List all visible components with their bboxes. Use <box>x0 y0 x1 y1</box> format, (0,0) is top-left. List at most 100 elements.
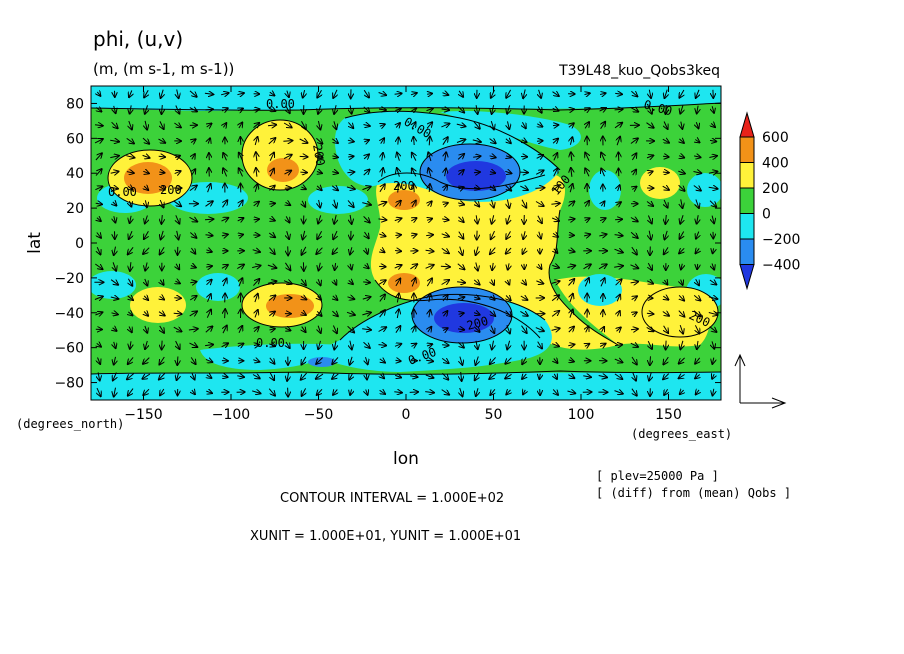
orange-high-2 <box>267 158 299 182</box>
wind-vector <box>443 311 447 316</box>
wind-vector <box>569 360 574 362</box>
wind-vector <box>538 215 542 223</box>
wind-vector <box>603 310 604 318</box>
wind-vector <box>522 280 526 285</box>
wind-vector <box>143 388 150 395</box>
wind-vector <box>318 296 322 300</box>
wind-vector <box>317 311 321 316</box>
wind-vector <box>458 203 464 205</box>
wind-vector <box>585 153 589 161</box>
wind-vector <box>460 246 463 256</box>
wind-vector <box>394 265 402 268</box>
wind-vector <box>552 218 559 221</box>
wind-vector <box>617 137 620 146</box>
wind-vector <box>506 231 510 239</box>
contour-label: 200 <box>310 143 328 167</box>
wind-vector <box>489 139 496 144</box>
wind-vector <box>98 357 101 365</box>
wind-vector <box>571 168 572 177</box>
wind-vector <box>286 341 290 348</box>
wind-vector <box>177 230 179 240</box>
y-tick-label: 80 <box>66 96 84 112</box>
wind-vector <box>128 186 133 189</box>
wind-vector <box>614 345 622 346</box>
wind-vector <box>128 388 134 396</box>
wind-vector <box>630 329 638 330</box>
y-tick-label: 40 <box>66 166 84 182</box>
wind-vector <box>223 326 227 334</box>
wind-vector <box>223 153 226 161</box>
wind-vector <box>254 327 259 332</box>
wind-vector <box>177 356 178 366</box>
wind-vector <box>347 172 354 173</box>
wind-vector <box>363 282 370 283</box>
wind-vector <box>189 186 197 192</box>
wind-vector <box>648 215 651 224</box>
wind-vector <box>95 263 102 269</box>
wind-vector <box>695 357 700 364</box>
wind-vector <box>491 230 495 239</box>
wind-vector <box>648 340 652 349</box>
orange-high-4 <box>388 273 420 293</box>
wind-vector <box>299 139 308 143</box>
wind-vector <box>697 105 698 114</box>
y-tick-label: −40 <box>54 306 84 322</box>
wind-vector <box>679 375 685 379</box>
wind-vector <box>474 297 479 299</box>
colorbar-label: 400 <box>762 156 789 172</box>
y-tick-label: −60 <box>54 341 84 357</box>
wind-vector <box>554 249 558 253</box>
wind-vector <box>630 231 638 238</box>
wind-vector <box>397 168 400 177</box>
wind-vector <box>696 231 699 239</box>
wind-vector <box>537 124 542 127</box>
contour-ring-3 <box>419 143 521 201</box>
wind-vector <box>98 372 100 380</box>
wind-vector <box>505 185 512 190</box>
wind-vector <box>174 171 181 174</box>
wind-vector <box>129 231 132 239</box>
wind-vector <box>334 340 336 350</box>
band-cyan-south <box>91 372 721 400</box>
wind-vector <box>366 357 368 364</box>
wind-vector <box>270 169 274 177</box>
wind-vector <box>255 137 257 146</box>
wind-vector <box>492 262 493 270</box>
wind-vector <box>708 187 718 189</box>
wind-vector <box>207 250 212 252</box>
wind-vector <box>473 121 480 129</box>
wind-vector <box>396 279 400 287</box>
x-tick-label: 0 <box>402 407 411 423</box>
wind-vector <box>286 202 291 205</box>
wind-vector <box>441 234 449 237</box>
wind-vector <box>662 312 669 316</box>
wind-vector <box>347 297 355 299</box>
wind-vector <box>426 235 433 236</box>
wind-vector <box>492 199 494 208</box>
wind-vector <box>317 388 323 395</box>
wind-vector <box>97 92 100 96</box>
wind-vector <box>664 325 669 333</box>
wind-vector <box>318 120 320 130</box>
reference-vector-horizontal-head <box>771 397 787 409</box>
wind-vector <box>142 155 150 158</box>
wind-vector <box>269 186 274 191</box>
run-label: T39L48_kuo_Qobs3keq <box>558 63 720 79</box>
wind-vector <box>301 278 306 285</box>
wind-vector <box>176 263 179 270</box>
wind-vector <box>630 138 638 144</box>
wind-vector <box>632 388 637 396</box>
wind-vector <box>366 390 368 395</box>
wind-vector <box>649 372 651 380</box>
y-tick-label: −80 <box>54 376 84 392</box>
wind-vector <box>302 121 306 129</box>
wind-vector <box>239 123 242 129</box>
wind-vector <box>554 153 557 161</box>
wind-vector <box>476 388 478 396</box>
wind-vector <box>522 199 526 208</box>
wind-vector <box>114 387 116 397</box>
wind-vector <box>412 153 416 161</box>
wind-vector <box>252 266 260 268</box>
wind-vector <box>412 278 415 287</box>
